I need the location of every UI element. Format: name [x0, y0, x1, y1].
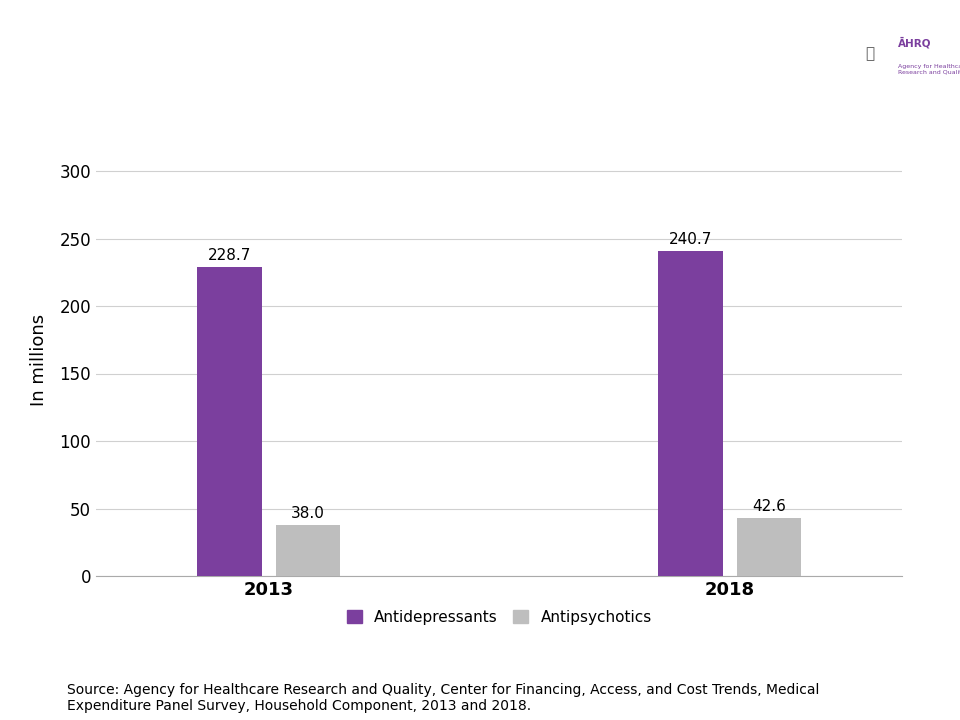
Text: 2013 and 2018: 2013 and 2018 — [345, 71, 500, 90]
Text: 228.7: 228.7 — [208, 248, 252, 264]
Text: Figure 2. Total number of fills  for antidepressants and antipsychotics,: Figure 2. Total number of fills for anti… — [49, 26, 796, 45]
Text: 🛡: 🛡 — [865, 46, 875, 61]
Text: 42.6: 42.6 — [752, 500, 785, 514]
Text: Source: Agency for Healthcare Research and Quality, Center for Financing, Access: Source: Agency for Healthcare Research a… — [67, 683, 820, 713]
Text: 240.7: 240.7 — [669, 232, 712, 247]
Y-axis label: In millions: In millions — [31, 314, 48, 406]
Bar — [659, 251, 723, 576]
Bar — [276, 525, 340, 576]
Text: Agency for Healthcare
Research and Quality: Agency for Healthcare Research and Quali… — [898, 64, 960, 75]
Ellipse shape — [821, 0, 960, 114]
Text: ĀHRQ: ĀHRQ — [898, 37, 931, 48]
Bar — [198, 267, 262, 576]
Legend: Antidepressants, Antipsychotics: Antidepressants, Antipsychotics — [341, 603, 658, 631]
Bar — [736, 518, 801, 576]
Text: 38.0: 38.0 — [291, 505, 324, 521]
